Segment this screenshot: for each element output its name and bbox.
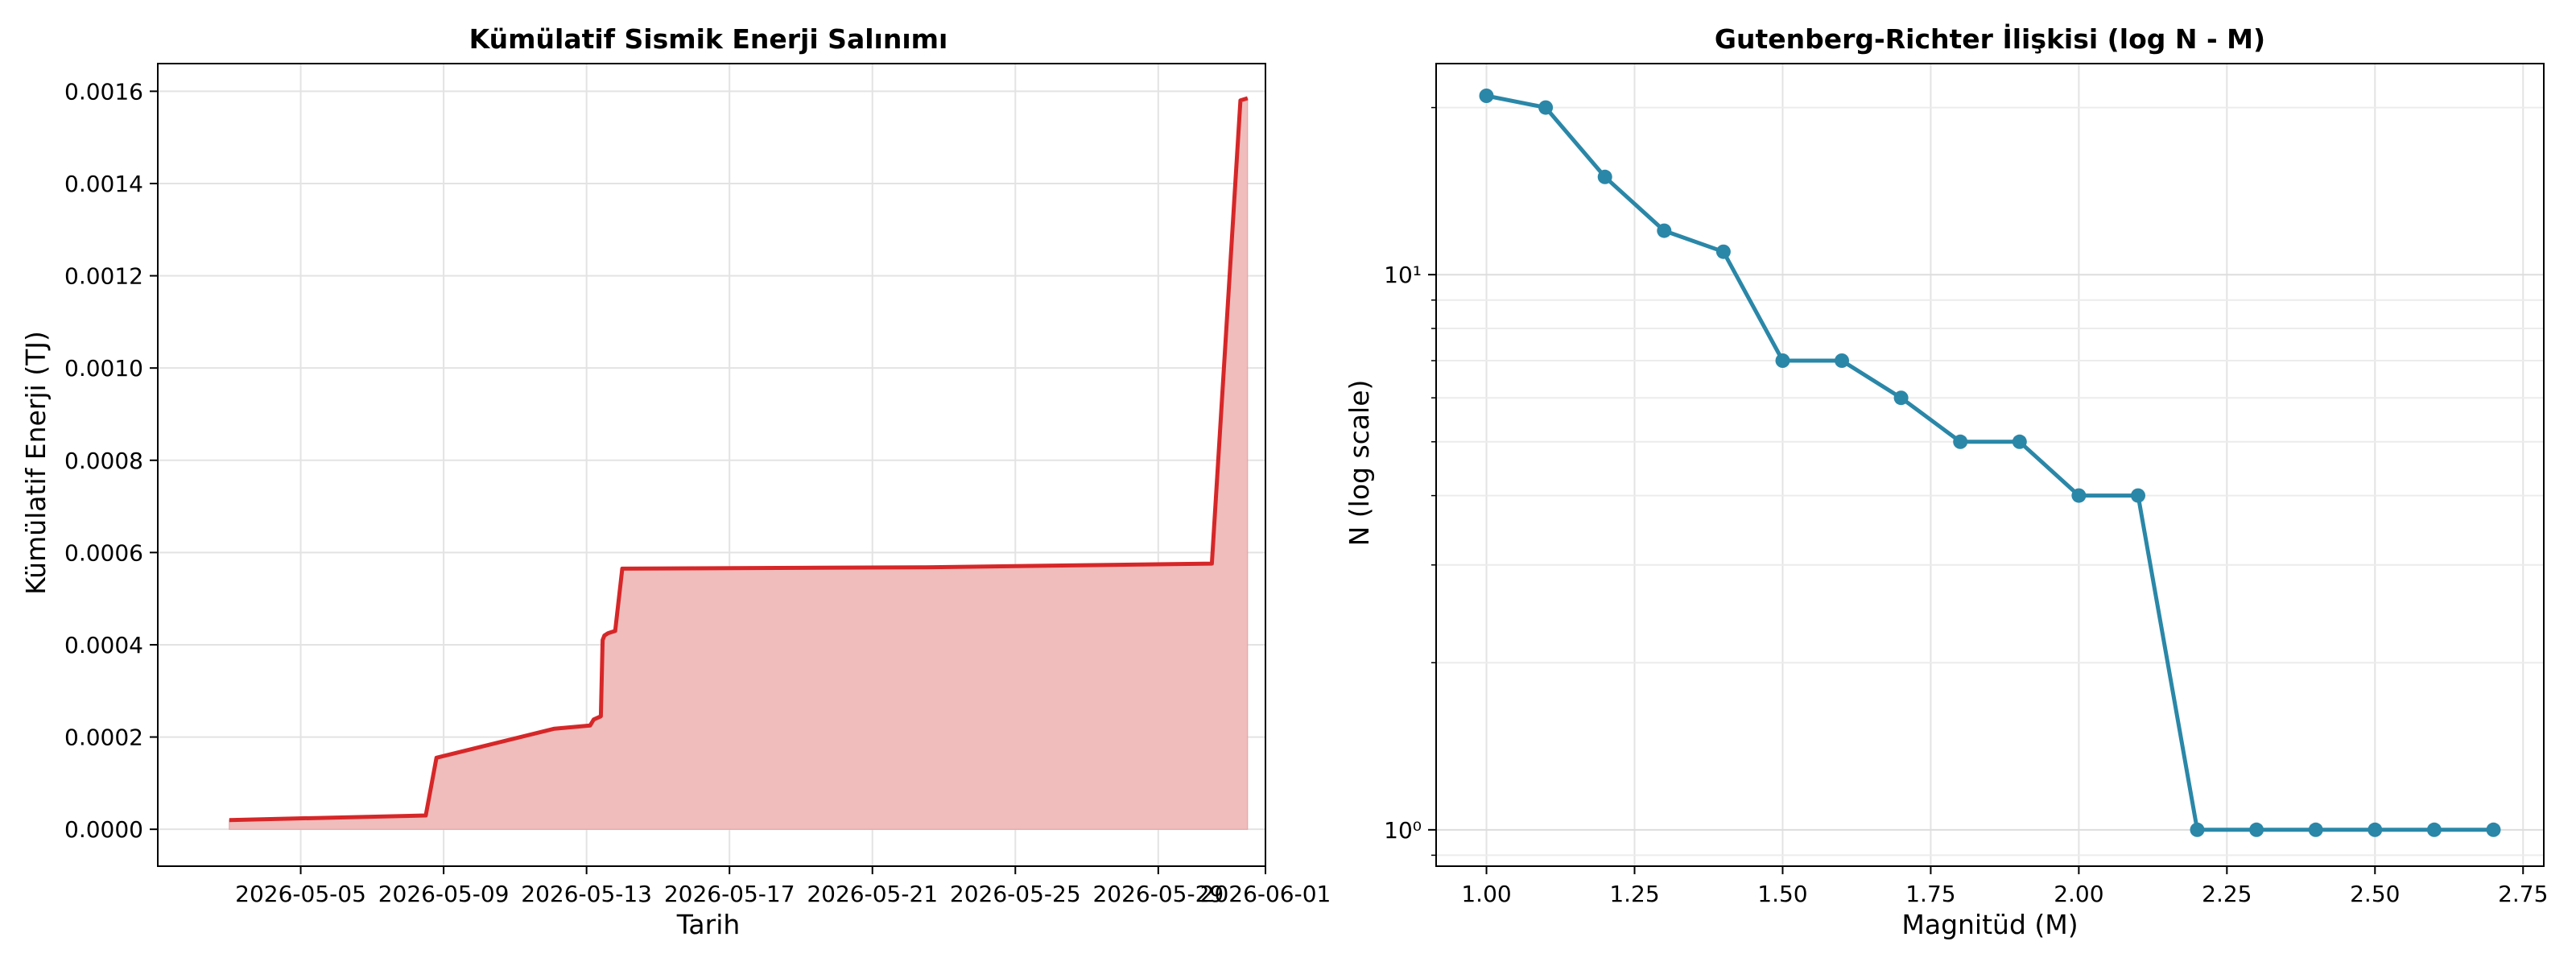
y-tick-label: 10⁰	[1384, 817, 1422, 844]
cumulative-energy-line	[229, 96, 1249, 823]
y-tick-label: 0.0014	[64, 171, 143, 197]
gr-data-point	[1715, 244, 1731, 259]
y-tick-label: 0.0000	[64, 816, 143, 843]
y-tick-label: 0.0006	[64, 539, 143, 566]
x-tick-label: 1.25	[1609, 881, 1659, 907]
gr-line	[1486, 93, 2494, 832]
x-tick-label: 2026-05-17	[664, 881, 795, 907]
gr-y-axis-label: N (log scale)	[1344, 380, 1375, 547]
gr-data-point	[1775, 353, 1790, 368]
gr-data-point	[1835, 353, 1849, 368]
x-tick-label: 2.00	[2054, 881, 2103, 907]
gr-plot-frame	[1435, 63, 2545, 867]
x-tick-label: 2026-05-13	[521, 881, 652, 907]
x-tick-label: 2.75	[2498, 881, 2548, 907]
gr-data-point	[1953, 434, 1968, 449]
x-tick-label: 2026-05-09	[378, 881, 510, 907]
gr-x-axis-label: Magnitüd (M)	[1901, 909, 2078, 940]
y-tick-label: 0.0012	[64, 263, 143, 290]
x-tick-label: 2.25	[2202, 881, 2252, 907]
energy-chart-panel: 2026-05-05 2026-05-09 2026-05-13 2026-05-17…	[20, 23, 1331, 940]
gr-data-point	[1479, 89, 1494, 103]
gr-data-point	[1597, 169, 1612, 184]
gr-data-point	[2012, 434, 2027, 449]
y-tick-label: 0.0004	[64, 632, 143, 658]
gr-data-point	[2071, 488, 2087, 503]
gr-data-point	[2368, 822, 2383, 837]
energy-x-axis-label: Tarih	[676, 909, 741, 940]
y-tick-label: 0.0002	[64, 724, 143, 751]
gr-grid	[1436, 64, 2544, 866]
energy-y-axis-label: Kümülatif Enerji (TJ)	[20, 331, 52, 595]
energy-chart-title: Kümülatif Sismik Enerji Salınımı	[469, 23, 948, 55]
x-tick-label: 1.50	[1757, 881, 1807, 907]
y-tick-label: 0.0010	[64, 355, 143, 382]
gutenberg-richter-panel: 1.00 1.25 1.50 1.75 2.00 2.25 2.50 2.75 10⁰10¹ …	[1344, 23, 2548, 940]
x-tick-label: 1.00	[1461, 881, 1511, 907]
gr-data-point	[2486, 822, 2501, 837]
gr-data-point	[2308, 822, 2323, 837]
x-tick-label: 1.75	[1905, 881, 1955, 907]
gr-chart-title: Gutenberg-Richter İlişkisi (log N - M)	[1715, 23, 2265, 55]
gr-y-ticks: 10⁰ 10¹	[1384, 106, 1436, 857]
gr-data-point	[2249, 822, 2264, 837]
gr-data-point	[1657, 223, 1672, 238]
x-tick-label: 2026-05-21	[807, 881, 938, 907]
x-tick-label: 2026-05-05	[235, 881, 366, 907]
y-tick-label: 0.0008	[64, 448, 143, 474]
gr-data-point	[2426, 822, 2442, 837]
energy-grid	[158, 64, 1266, 866]
x-tick-label: 2026-05-29	[1092, 881, 1224, 907]
cumulative-energy-area	[229, 97, 1249, 830]
y-tick-label: 10¹	[1384, 262, 1422, 288]
x-tick-label: 2026-05-25	[950, 881, 1081, 907]
gr-points	[1479, 89, 2501, 837]
gr-data-point	[1538, 100, 1554, 115]
energy-plot-frame	[157, 63, 1266, 867]
x-tick-label: 2.50	[2350, 881, 2400, 907]
gr-data-point	[2131, 488, 2145, 503]
gr-data-point	[2190, 822, 2205, 837]
y-tick-label: 0.0016	[64, 78, 143, 105]
gr-x-ticks: 1.00 1.25 1.50 1.75 2.00 2.25 2.50 2.75	[1461, 866, 2548, 907]
x-tick-label: 2026-06-01	[1200, 881, 1331, 907]
gr-data-point	[1893, 390, 1909, 406]
energy-y-ticks: 0.0000 0.0002 0.0004 0.0006 0.0008 0.0010 0.00…	[64, 78, 158, 843]
energy-x-ticks: 2026-05-05 2026-05-09 2026-05-13 2026-05-17…	[235, 866, 1331, 907]
